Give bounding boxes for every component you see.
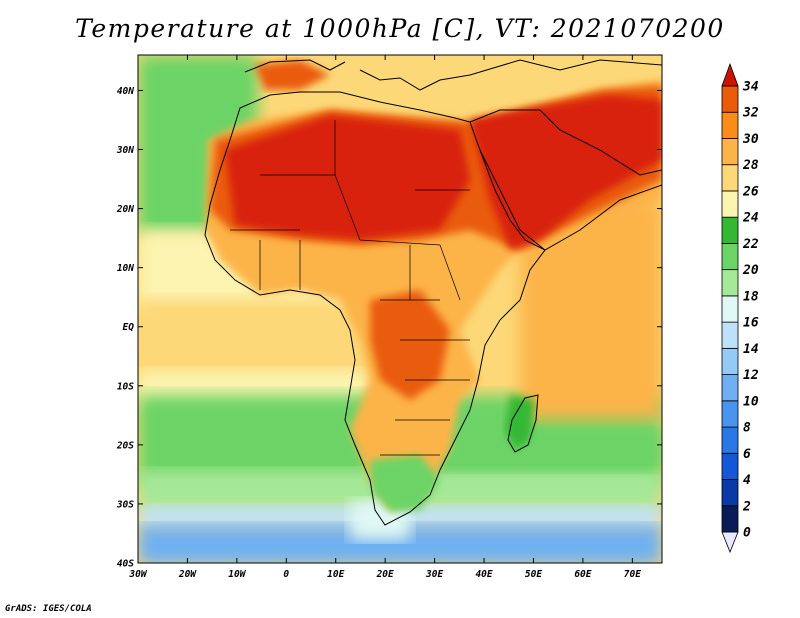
- arabia-coastline: [469, 109, 662, 251]
- lat-tick-label: 40N: [117, 86, 134, 97]
- lon-tick-label: 10W: [228, 569, 246, 580]
- madagascar-coastline: [507, 394, 539, 453]
- colorbar-box: [721, 479, 739, 507]
- lon-tick-label: 50E: [525, 569, 542, 580]
- colorbar-max-arrow: [721, 62, 739, 87]
- lon-tick-label: 10E: [327, 569, 344, 580]
- colorbar-min-arrow: [721, 531, 739, 554]
- borders: [230, 120, 470, 456]
- lat-tick-label: 20N: [116, 204, 134, 215]
- map-title: Temperature at 1000hPa [C], VT: 20210702…: [75, 14, 725, 43]
- field-gulf-guinea: [138, 300, 368, 380]
- colorbar-box: [721, 426, 739, 454]
- lat-tick-label: 10N: [117, 263, 134, 274]
- europe-coastline: [244, 59, 662, 91]
- colorbar-box: [721, 190, 739, 218]
- lon-tick-label: 30E: [425, 569, 443, 580]
- coastlines: [204, 59, 662, 526]
- colorbar-label: 20: [742, 263, 759, 278]
- colorbar-label: 30: [742, 132, 759, 147]
- colorbar-label: 32: [742, 106, 759, 121]
- colorbar-label: 18: [743, 289, 759, 304]
- colorbar-label: 10: [743, 394, 759, 409]
- colorbar-box: [721, 347, 739, 375]
- colorbar-label: 28: [742, 158, 759, 173]
- lon-tick-label: 20W: [178, 569, 197, 580]
- lat-tick-label: EQ: [123, 322, 135, 333]
- colorbar-label: 6: [743, 447, 751, 462]
- lat-tick-label: 30N: [116, 145, 134, 156]
- plot-frame: [137, 54, 663, 564]
- field-sahara-core: [225, 115, 470, 240]
- colorbar-label: 4: [743, 473, 751, 488]
- colorbar-label: 12: [743, 368, 759, 383]
- field-congo-hot: [370, 290, 450, 400]
- lon-tick-label: 40E: [475, 569, 492, 580]
- colorbar-box: [721, 321, 739, 349]
- colorbar-label: 0: [743, 526, 751, 541]
- colorbar-box: [721, 269, 739, 297]
- lon-tick-label: 60E: [574, 569, 591, 580]
- axes: 30W 20W 10W 0 10E 20E 30E 40E 50E 60E 70E 40N 30N 20N…: [116, 55, 662, 580]
- colorbar-box: [721, 85, 739, 113]
- colorbar-box: [721, 111, 739, 139]
- colorbar-box: [721, 138, 739, 166]
- lat-tick-label: 20S: [116, 440, 134, 451]
- colorbar-box: [721, 295, 739, 323]
- lon-tick-label: 30W: [128, 569, 147, 580]
- colorbar-label: 2: [742, 499, 751, 514]
- colorbar-label: 8: [743, 421, 751, 436]
- field-iberia: [255, 60, 330, 90]
- field-madagascar: [505, 395, 535, 450]
- colorbar-label: 34: [742, 80, 759, 95]
- lon-tick-label: 0: [283, 569, 289, 580]
- credit-text: GrADS: IGES/COLA: [5, 604, 92, 614]
- colorbar-label: 22: [742, 237, 759, 252]
- lon-tick-label: 70E: [624, 569, 641, 580]
- colorbar-box: [721, 400, 739, 428]
- colorbar-box: [721, 452, 739, 480]
- colorbar-label: 24: [742, 211, 759, 226]
- field-south-africa-green: [370, 455, 440, 512]
- field-arabia-core: [470, 95, 662, 250]
- field-indian-south: [420, 430, 660, 470]
- lat-tick-label: 30S: [116, 499, 134, 510]
- colorbar-label: 14: [743, 342, 759, 357]
- colorbar-box: [721, 164, 739, 192]
- temperature-field: [138, 55, 662, 563]
- colorbar-box: [721, 374, 739, 402]
- colorbar-box: [721, 243, 739, 271]
- lon-tick-label: 20E: [376, 569, 394, 580]
- africa-coastline: [204, 91, 546, 526]
- colorbar-label: 26: [742, 184, 759, 199]
- colorbar-box: [721, 505, 739, 533]
- lat-tick-label: 10S: [117, 381, 134, 392]
- lat-tick-label: 40S: [117, 559, 134, 570]
- colorbar-label: 16: [743, 316, 759, 331]
- colorbar-box: [721, 216, 739, 244]
